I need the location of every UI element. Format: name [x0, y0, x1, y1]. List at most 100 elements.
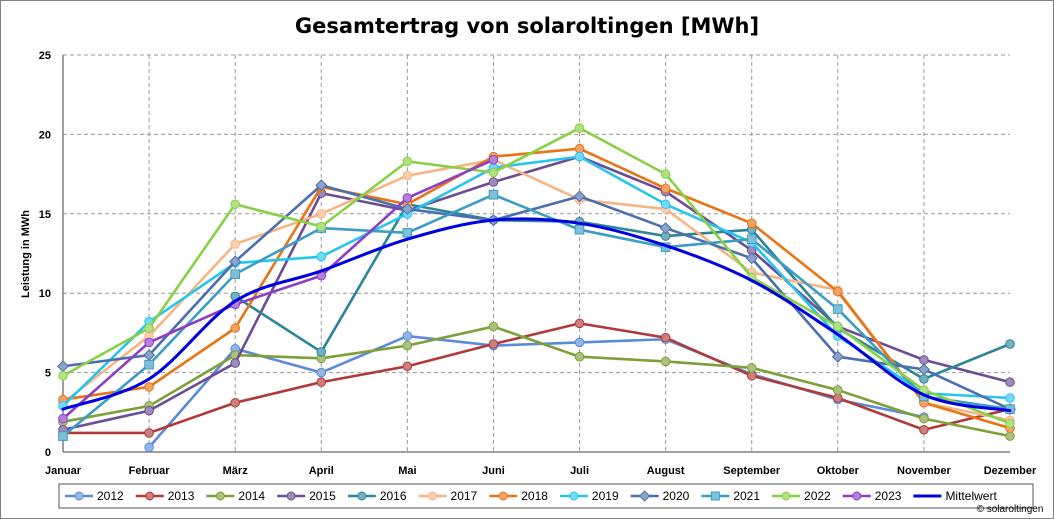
series-2013 — [58, 318, 1015, 438]
series-2022 — [58, 123, 1015, 429]
legend-item-2020: 2020 — [630, 489, 690, 503]
legend-item-2018: 2018 — [489, 489, 548, 503]
legend-item-2014: 2014 — [206, 489, 265, 503]
legend-label: Mittelwert — [945, 489, 997, 503]
data-point-2020 — [831, 350, 844, 363]
legend-swatch-marker — [145, 491, 155, 501]
legend-label: 2021 — [733, 489, 760, 503]
data-point-2022 — [574, 123, 585, 133]
x-tick-label: März — [223, 465, 249, 477]
legend-item-2019: 2019 — [559, 489, 619, 503]
y-tick-label: 15 — [39, 209, 51, 221]
legend-item-2013: 2013 — [135, 489, 195, 503]
series-mittelwert — [61, 217, 1012, 413]
legend-swatch-marker — [428, 491, 438, 501]
data-point-2020 — [573, 190, 586, 203]
series-line-2015 — [61, 155, 1012, 432]
series-line-2023 — [61, 158, 495, 420]
series-line-mittelwert — [61, 217, 1012, 413]
legend-swatch-marker — [286, 491, 296, 501]
data-point-2013 — [833, 393, 843, 403]
data-point-2021 — [574, 224, 585, 235]
data-point-2018 — [144, 382, 154, 392]
x-tick-label: Juli — [570, 465, 589, 477]
data-point-2017 — [402, 170, 413, 181]
data-point-2021 — [144, 359, 154, 370]
series-layer — [56, 123, 1017, 453]
data-point-2016 — [316, 347, 327, 357]
series-line-2020 — [61, 183, 1012, 411]
data-point-2020 — [659, 222, 672, 235]
x-tick-label: April — [309, 465, 334, 477]
data-point-2021 — [58, 431, 68, 441]
data-point-2013 — [230, 397, 240, 408]
data-point-2022 — [230, 199, 240, 210]
x-tick-label: Februar — [129, 465, 171, 477]
y-tick-label: 0 — [45, 447, 51, 459]
y-tick-label: 5 — [45, 368, 51, 380]
data-point-2012 — [402, 331, 413, 341]
data-point-2022 — [1005, 418, 1015, 429]
series-line-2014 — [61, 325, 1012, 438]
data-point-2022 — [144, 323, 154, 333]
legend-swatch-marker — [781, 491, 791, 501]
x-tick-label: Oktober — [817, 465, 860, 477]
legend-swatch-marker — [215, 491, 225, 501]
legend-item-2023: 2023 — [842, 489, 902, 503]
legend: 2012 2013 2014 2015 2016 2017 2018 2019 2020 2021… — [58, 483, 1034, 509]
legend-item-2021: 2021 — [701, 489, 760, 503]
legend-item-2022: 2022 — [772, 489, 831, 503]
data-point-2017 — [316, 209, 327, 219]
y-axis-label: Leistung in MWh — [20, 210, 32, 298]
data-point-2018 — [230, 323, 240, 333]
legend-swatch-marker — [710, 491, 720, 501]
series-line-2021 — [61, 193, 1012, 438]
data-point-2022 — [488, 167, 499, 178]
data-point-2013 — [660, 332, 671, 343]
data-point-2015 — [144, 405, 154, 416]
series-line-2022 — [61, 126, 1012, 425]
x-tick-label: November — [897, 465, 952, 477]
data-point-2018 — [660, 183, 671, 194]
data-point-2023 — [488, 155, 499, 165]
data-point-2013 — [919, 424, 929, 435]
data-point-2021 — [488, 189, 499, 200]
data-point-2015 — [230, 358, 240, 368]
data-point-2013 — [316, 377, 327, 387]
data-point-2012 — [574, 337, 585, 348]
series-2021 — [58, 189, 1015, 441]
series-line-2018 — [61, 147, 1012, 430]
y-tick-label: 25 — [39, 50, 51, 62]
data-point-2014 — [833, 385, 843, 395]
legend-swatch-marker — [852, 491, 862, 501]
data-point-2014 — [574, 351, 585, 362]
x-tick-label: Juni — [482, 465, 505, 477]
data-point-2014 — [1005, 431, 1015, 441]
legend-item-2017: 2017 — [418, 489, 478, 503]
x-tick-label: Dezember — [984, 465, 1037, 477]
x-tick-label: Januar — [45, 465, 82, 477]
data-point-2014 — [488, 321, 499, 332]
legend-label: 2018 — [521, 489, 548, 503]
legend-label: 2019 — [592, 489, 619, 503]
legend-label: 2023 — [875, 489, 902, 503]
x-axis-ticks: Januar Februar März April Mai Juni Juli August S… — [45, 465, 1037, 477]
data-point-2019 — [316, 251, 327, 262]
x-tick-label: September — [723, 465, 781, 477]
data-point-2018 — [746, 218, 757, 229]
data-point-2020 — [745, 252, 758, 265]
data-point-2021 — [746, 234, 757, 245]
legend-swatch-marker — [357, 491, 367, 501]
legend-label: 2016 — [380, 489, 407, 503]
data-point-2016 — [919, 374, 929, 384]
legend-item-2016: 2016 — [347, 489, 407, 503]
y-tick-label: 20 — [39, 129, 51, 141]
y-axis-ticks: 0 5 10 15 20 25 — [39, 50, 51, 459]
data-point-2021 — [402, 228, 413, 238]
legend-swatch-marker — [498, 491, 508, 501]
legend-swatch-marker — [569, 491, 579, 501]
data-point-2015 — [919, 355, 929, 365]
data-point-2020 — [229, 255, 242, 268]
data-point-2020 — [401, 203, 414, 216]
legend-label: 2015 — [309, 489, 336, 503]
